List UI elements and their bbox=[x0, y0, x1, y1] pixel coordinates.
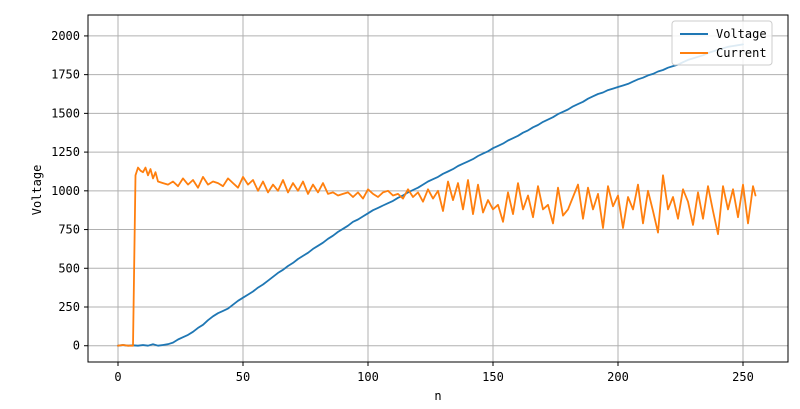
y-tick-label: 1750 bbox=[51, 68, 80, 82]
y-axis-ticks: 0 250 500 750 1000 1250 1500 1750 2000 bbox=[51, 29, 88, 353]
legend: Voltage Current bbox=[671, 20, 773, 66]
y-tick-label: 1500 bbox=[51, 106, 80, 120]
legend-label-current: Current bbox=[716, 46, 767, 60]
x-tick-label: 100 bbox=[357, 370, 379, 384]
y-tick-label: 0 bbox=[73, 339, 80, 353]
series-lines bbox=[117, 43, 757, 347]
y-tick-label: 750 bbox=[58, 223, 80, 237]
x-axis-title: n bbox=[434, 389, 441, 403]
x-axis-ticks: 0 50 100 150 200 250 bbox=[114, 362, 754, 384]
x-tick-label: 250 bbox=[732, 370, 754, 384]
x-tick-label: 50 bbox=[236, 370, 250, 384]
series-line-current bbox=[117, 166, 757, 347]
y-tick-label: 500 bbox=[58, 261, 80, 275]
plot-frame bbox=[87, 14, 789, 363]
x-tick-label: 150 bbox=[482, 370, 504, 384]
y-tick-label: 1250 bbox=[51, 145, 80, 159]
series-line-voltage bbox=[117, 43, 744, 347]
y-tick-label: 2000 bbox=[51, 29, 80, 43]
y-tick-label: 250 bbox=[58, 300, 80, 314]
y-axis-title: Voltage bbox=[30, 165, 44, 216]
x-tick-label: 200 bbox=[607, 370, 629, 384]
legend-label-voltage: Voltage bbox=[716, 27, 767, 41]
y-tick-label: 1000 bbox=[51, 184, 80, 198]
x-tick-label: 0 bbox=[114, 370, 121, 384]
